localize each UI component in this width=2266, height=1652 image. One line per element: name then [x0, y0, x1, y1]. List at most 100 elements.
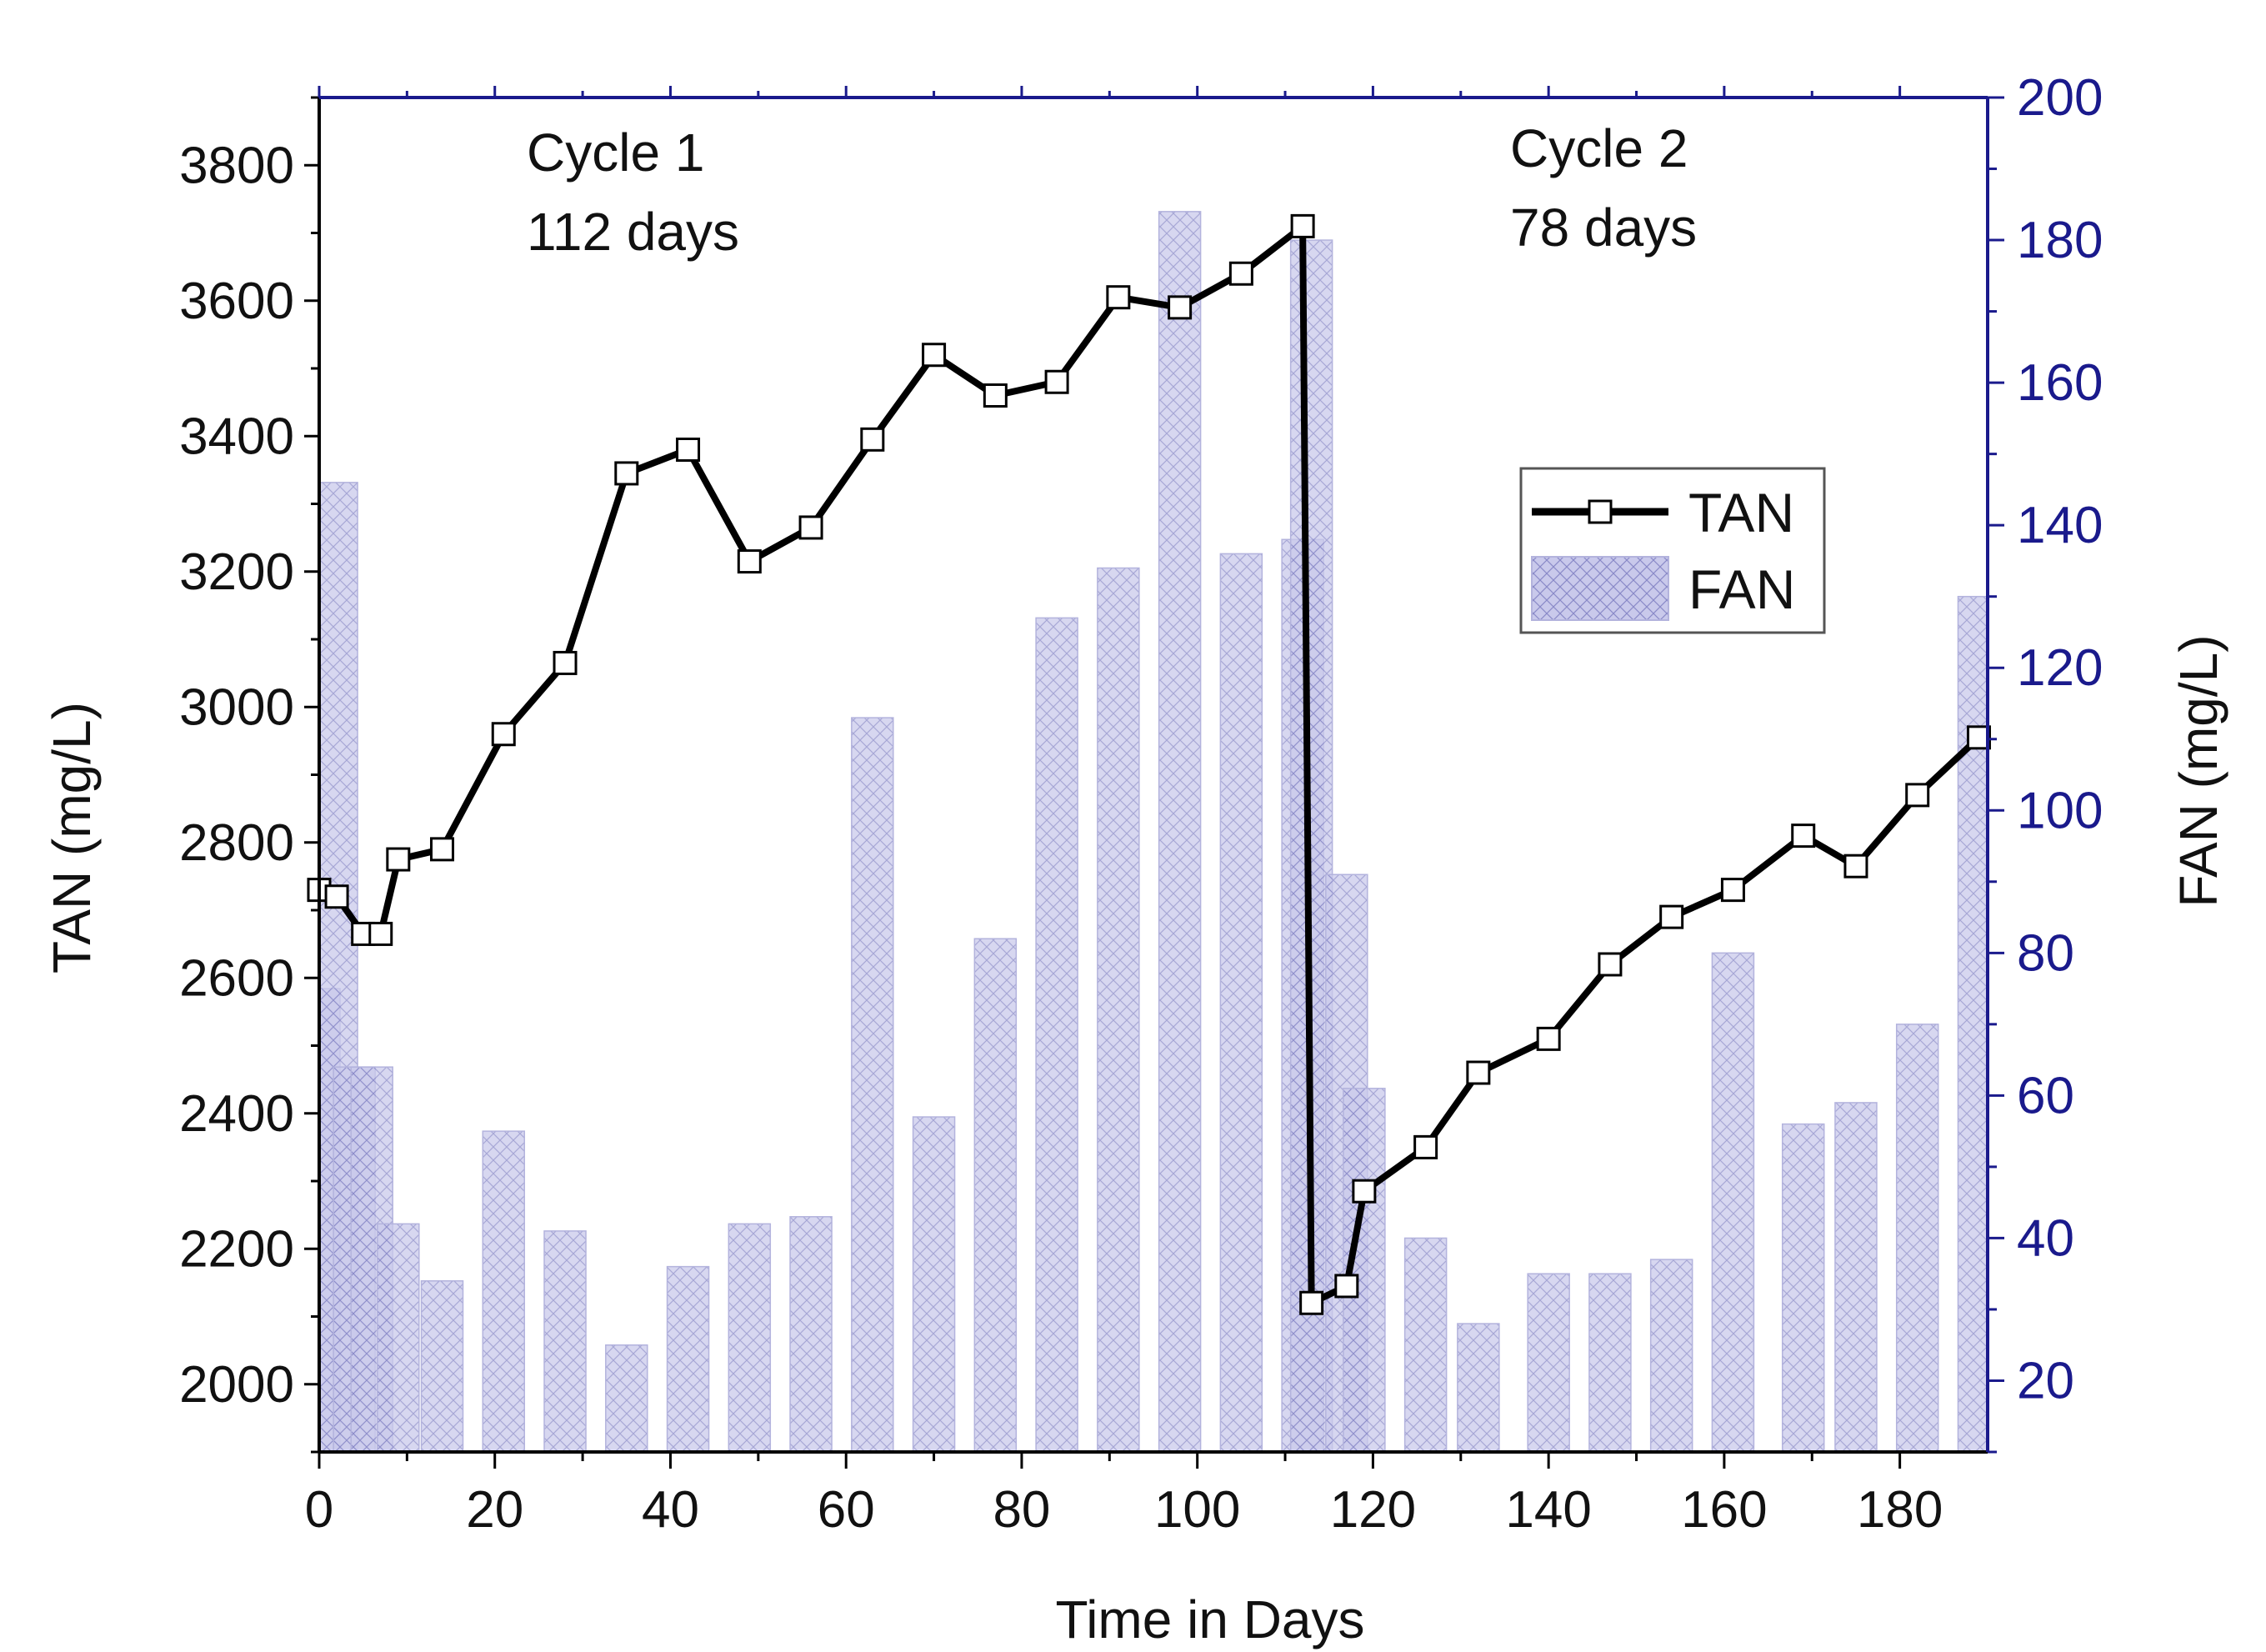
- tan-point: [1905, 783, 1930, 808]
- x-tick-label: 0: [305, 1481, 333, 1539]
- y-left-tick-label: 3200: [179, 543, 294, 601]
- x-tick-label: 120: [1330, 1481, 1416, 1539]
- annotation-cycle2-line2: 78 days: [1510, 198, 1697, 258]
- x-axis-title: Time in Days: [1055, 1589, 1364, 1649]
- y-right-tick-label: 180: [2017, 212, 2103, 269]
- x-tick-label: 60: [818, 1481, 875, 1539]
- x-tick-label: 140: [1505, 1481, 1591, 1539]
- y-right-axis-title: FAN (mg/L): [2168, 634, 2228, 907]
- legend-fan-label: FAN: [1688, 558, 1795, 620]
- fan-bar: [1588, 1273, 1632, 1453]
- fan-bar: [1457, 1323, 1500, 1453]
- fan-bar: [973, 938, 1018, 1453]
- fan-bar: [1895, 1024, 1939, 1453]
- y-left-tick-label: 2600: [179, 949, 294, 1007]
- tan-point: [798, 515, 823, 540]
- tan-point: [1720, 878, 1745, 903]
- y-left-tick-label: 3000: [179, 678, 294, 736]
- fan-bar: [1834, 1102, 1878, 1453]
- x-tick-label: 100: [1154, 1481, 1240, 1539]
- y-left-tick-label: 2200: [179, 1220, 294, 1278]
- plot-frame: [318, 96, 1989, 1454]
- y-left-tick-label: 2000: [179, 1356, 294, 1414]
- tan-point: [324, 884, 349, 909]
- tan-point: [430, 837, 455, 862]
- y-right-tick-label: 100: [2017, 782, 2103, 839]
- tan-point: [1299, 1290, 1324, 1315]
- x-tick-label: 80: [993, 1481, 1050, 1539]
- fan-bar: [1403, 1237, 1448, 1453]
- y-left-tick-label: 2800: [179, 814, 294, 872]
- y-right-tick-label: 140: [2017, 497, 2103, 554]
- fan-bar: [1957, 595, 1988, 1453]
- tan-point: [860, 427, 885, 452]
- y-right-tick-label: 60: [2017, 1067, 2074, 1124]
- legend-tan-marker: [1588, 499, 1613, 524]
- fan-bar: [1781, 1123, 1825, 1453]
- y-right-tick-label: 20: [2017, 1352, 2074, 1409]
- fan-bar: [1158, 211, 1202, 1453]
- tan-point: [491, 722, 516, 747]
- y-right-tick-label: 200: [2017, 69, 2103, 127]
- tan-point: [1352, 1179, 1377, 1204]
- legend: TAN FAN: [1519, 467, 1826, 634]
- fan-bar: [1219, 553, 1263, 1453]
- fan-bar: [789, 1216, 833, 1453]
- tan-point: [1843, 854, 1868, 879]
- y-left-axis-title: TAN (mg/L): [42, 702, 102, 974]
- tan-point: [553, 650, 578, 675]
- tan-point: [386, 847, 411, 872]
- fan-bar: [377, 1223, 420, 1453]
- fan-bar: [1649, 1259, 1693, 1453]
- fan-bar: [851, 717, 894, 1453]
- tan-line: [307, 213, 1991, 1315]
- y-left-tick-label: 3600: [179, 273, 294, 330]
- y-right-tick-label: 160: [2017, 354, 2103, 412]
- tan-point: [1228, 261, 1253, 286]
- x-tick-label: 180: [1857, 1481, 1943, 1539]
- annotation-cycle1-line2: 112 days: [527, 202, 739, 262]
- y-right-tick-label: 40: [2017, 1209, 2074, 1267]
- x-tick-label: 20: [466, 1481, 523, 1539]
- fan-bar: [728, 1223, 772, 1453]
- y-left-tick-label: 3800: [179, 137, 294, 194]
- legend-tan-label: TAN: [1688, 482, 1794, 543]
- tan-point: [737, 549, 762, 574]
- legend-fan-swatch: [1531, 556, 1669, 621]
- tan-point: [1791, 823, 1816, 849]
- tan-point: [1106, 285, 1131, 310]
- fan-bar: [666, 1265, 710, 1453]
- fan-bar: [1035, 617, 1078, 1453]
- tan-point: [1536, 1026, 1561, 1051]
- fan-bar: [420, 1279, 464, 1453]
- x-tick-label: 40: [642, 1481, 699, 1539]
- fan-bar: [912, 1116, 956, 1453]
- annotation-cycle2-line1: Cycle 2: [1510, 118, 1688, 178]
- y-left-tick-label: 2400: [179, 1085, 294, 1143]
- tan-point: [1659, 904, 1684, 929]
- tan-point: [368, 921, 393, 946]
- tan-point: [1413, 1134, 1438, 1159]
- tan-point: [1466, 1060, 1491, 1085]
- fan-bar: [482, 1130, 526, 1453]
- y-right-tick-label: 80: [2017, 924, 2074, 982]
- tan-point: [614, 461, 639, 486]
- fan-bars: [318, 211, 1988, 1453]
- tan-point: [1044, 369, 1069, 394]
- tan-point: [983, 383, 1008, 408]
- tan-point: [1290, 213, 1315, 238]
- fan-bar: [543, 1230, 587, 1453]
- axis-ticks: 2000220024002600280030003200340036003800…: [179, 69, 2103, 1539]
- tan-point: [1334, 1274, 1359, 1299]
- fan-bar: [605, 1344, 648, 1453]
- y-left-tick-label: 3400: [179, 408, 294, 465]
- y-right-tick-label: 120: [2017, 639, 2103, 697]
- fan-bar: [1097, 567, 1140, 1453]
- fan-bar: [1711, 952, 1755, 1453]
- tan-point: [922, 343, 947, 368]
- annotation-cycle1-line1: Cycle 1: [527, 123, 704, 183]
- tan-point: [1598, 952, 1623, 977]
- tan-point: [1168, 295, 1193, 320]
